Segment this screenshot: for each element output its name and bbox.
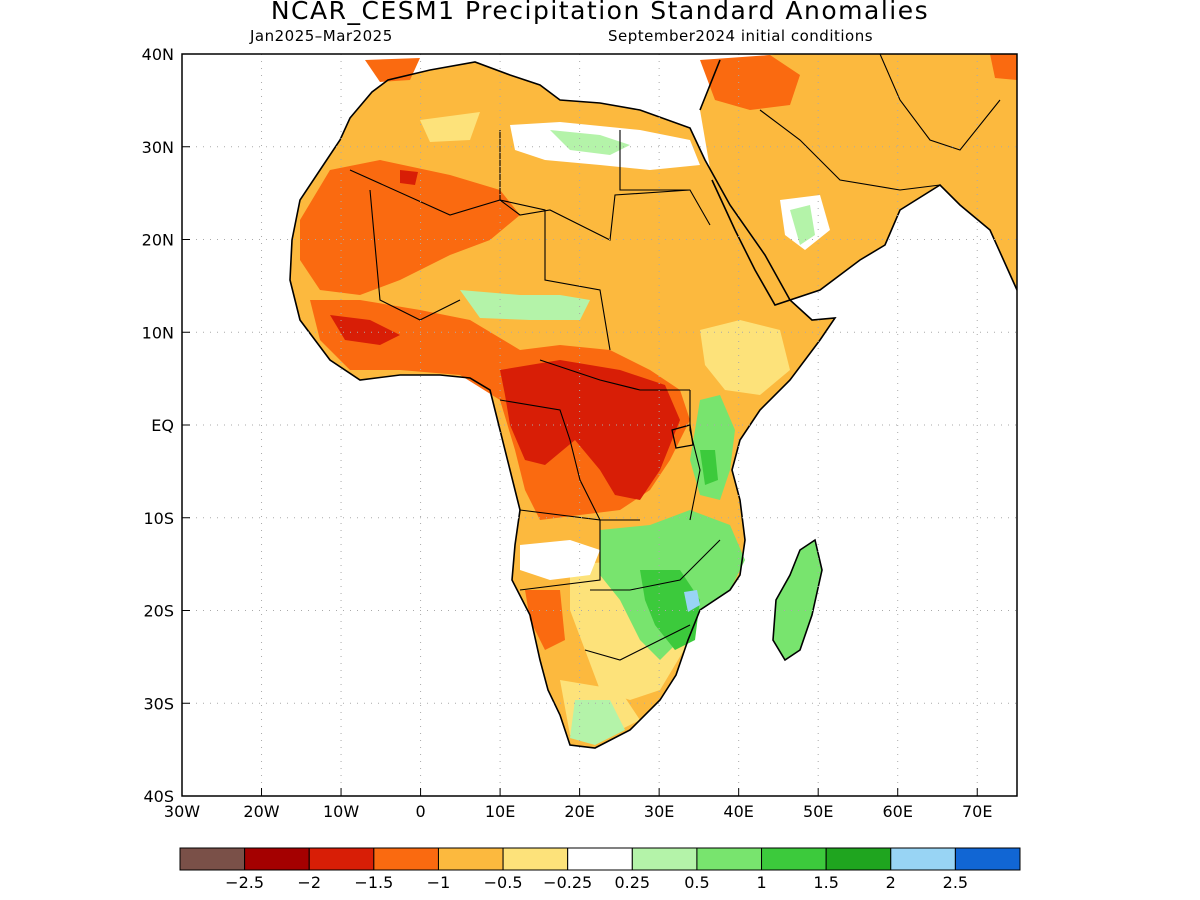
- anomaly-west-sahel: [300, 160, 520, 295]
- initial-conditions-label: September2024 initial conditions: [608, 27, 874, 45]
- lon-tick-label: 60E: [882, 802, 912, 821]
- colorbar-label: 1: [756, 873, 766, 892]
- anomaly-central-africa: [310, 300, 690, 520]
- lat-tick-label: 10N: [142, 323, 174, 342]
- africa-coastline: [289, 61, 837, 749]
- colorbar-swatch: [308, 847, 375, 871]
- anomaly-namibia: [525, 590, 565, 650]
- lon-tick-label: 0: [415, 802, 425, 821]
- lon-tick-label: 10W: [323, 802, 359, 821]
- colorbar-label: −1.5: [354, 873, 393, 892]
- latitude-axis: 40N 30N 20N 10N EQ 10S 20S 30S 40S: [142, 45, 190, 806]
- colorbar-swatch: [179, 847, 246, 871]
- lat-tick-label: 10S: [143, 509, 174, 528]
- colorbar-label: 1.5: [813, 873, 838, 892]
- colorbar-label: −1: [427, 873, 451, 892]
- colorbar-swatch: [437, 847, 504, 871]
- madagascar-coastline: [772, 538, 823, 662]
- lon-tick-label: 70E: [962, 802, 992, 821]
- colorbar-label: 0.5: [684, 873, 709, 892]
- colorbar-swatch: [825, 847, 892, 871]
- lon-tick-label: 30W: [164, 802, 200, 821]
- anomaly-iran: [990, 54, 1017, 80]
- anomaly-horn-weak: [700, 320, 790, 395]
- lat-tick-label: 20N: [142, 231, 174, 250]
- lat-tick-label: 40N: [142, 45, 174, 64]
- colorbar-swatch: [631, 847, 698, 871]
- positive-east-africa: [690, 395, 735, 500]
- colorbar-swatch: [696, 847, 763, 871]
- colorbar-swatch: [567, 847, 633, 871]
- colorbar-swatch: [373, 847, 439, 871]
- anomaly-levant: [700, 55, 800, 110]
- lon-tick-label: 30E: [644, 802, 674, 821]
- arabia-landmass: [700, 54, 1017, 305]
- lat-tick-label: 30N: [142, 138, 174, 157]
- colorbar-swatch: [502, 847, 569, 871]
- season-label: Jan2025–Mar2025: [250, 27, 393, 45]
- lat-tick-label: 20S: [143, 602, 174, 621]
- lon-tick-label: 20W: [243, 802, 279, 821]
- lon-tick-label: 50E: [803, 802, 833, 821]
- positive-yemen: [790, 205, 815, 245]
- colorbar-label: −2.5: [225, 873, 264, 892]
- colorbar-swatch: [954, 847, 1021, 871]
- colorbar-swatch: [761, 847, 827, 871]
- anomaly-mali-core: [400, 170, 418, 185]
- positive-tanzania-core: [700, 450, 718, 485]
- country-borders: [349, 54, 1001, 661]
- colorbar-label: 0.25: [614, 873, 650, 892]
- lon-tick-label: 20E: [564, 802, 594, 821]
- neutral-angola-band: [520, 540, 600, 580]
- positive-mozambique-core: [640, 570, 700, 650]
- anomaly-algeria-weak: [420, 112, 480, 142]
- colorbar-label: 2.5: [943, 873, 968, 892]
- positive-cape: [570, 700, 625, 745]
- colorbar-label: −0.5: [484, 873, 523, 892]
- positive-sahel-band: [460, 290, 590, 320]
- colorbar-swatch: [244, 847, 310, 871]
- graticule: [182, 54, 1017, 796]
- anomaly-guinea-coast: [330, 315, 400, 345]
- colorbar: −2.5 −2 −1.5 −1 −0.5 −0.25 0.25 0.5 1 1.5 2 2.5: [179, 847, 1021, 892]
- arabia-coastline: [699, 59, 1017, 306]
- longitude-axis: 30W 20W 10W 0 10E 20E 30E 40E 50E 60E 70E: [164, 788, 992, 821]
- lon-tick-label: 10E: [485, 802, 515, 821]
- colorbar-label: −2: [297, 873, 321, 892]
- colorbar-swatch: [890, 847, 956, 871]
- colorbar-label: −0.25: [543, 873, 592, 892]
- lon-tick-label: 40E: [723, 802, 753, 821]
- anomaly-field: [289, 54, 1017, 749]
- positive-libya-band: [550, 130, 630, 155]
- lake-victoria-outline: [671, 424, 694, 449]
- colorbar-label: 2: [886, 873, 896, 892]
- map-title: NCAR_CESM1 Precipitation Standard Anomal…: [270, 0, 930, 25]
- lat-tick-label: 30S: [143, 694, 174, 713]
- anomaly-congo-basin: [500, 360, 680, 500]
- madagascar-landmass: [773, 540, 822, 660]
- positive-malawi-max: [684, 590, 700, 612]
- lat-tick-label: 40S: [143, 787, 174, 806]
- lat-tick-label: EQ: [151, 416, 174, 435]
